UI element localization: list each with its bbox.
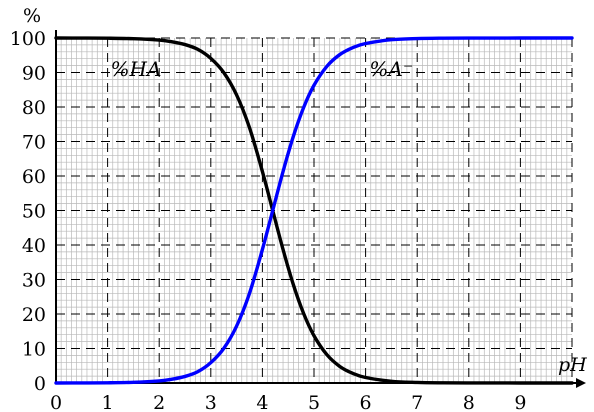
y-tick-label: 70	[22, 132, 46, 154]
x-tick-label: 0	[50, 392, 62, 412]
x-tick-label: 1	[102, 392, 114, 412]
x-tick-label: 3	[205, 392, 217, 412]
annotation-ha: %HA	[111, 57, 162, 81]
x-tick-label: 8	[463, 392, 475, 412]
x-tick-label: 2	[153, 392, 165, 412]
major-grid	[56, 37, 573, 383]
x-tick-label: 6	[360, 392, 372, 412]
y-tick-label: 20	[22, 304, 46, 326]
y-tick-label: 50	[22, 201, 46, 223]
y-tick-label: 90	[22, 63, 46, 85]
y-tick-label: 40	[22, 235, 46, 257]
y-tick-label: 80	[22, 97, 46, 119]
axis-labels: pH% %HA %A⁻	[23, 5, 587, 376]
series-layer	[54, 36, 574, 385]
y-tick-label: 30	[22, 270, 46, 292]
y-tick-label: 100	[10, 28, 46, 50]
annotation-a-minus: %A⁻	[369, 57, 413, 81]
x-tick-label: 9	[514, 392, 526, 412]
y-tick-label: 0	[34, 373, 46, 395]
y-tick-label: 10	[22, 339, 46, 361]
x-tick-label: 4	[256, 392, 268, 412]
x-tick-label: 5	[308, 392, 320, 412]
y-tick-label: 60	[22, 166, 46, 188]
series-line-a-minus	[54, 36, 574, 385]
x-axis-label: pH	[558, 354, 587, 376]
axes	[55, 30, 586, 388]
x-tick-label: 7	[411, 392, 423, 412]
y-axis-label: %	[23, 5, 41, 27]
series-line-ha	[54, 36, 574, 385]
x-axis-arrow	[576, 378, 586, 388]
